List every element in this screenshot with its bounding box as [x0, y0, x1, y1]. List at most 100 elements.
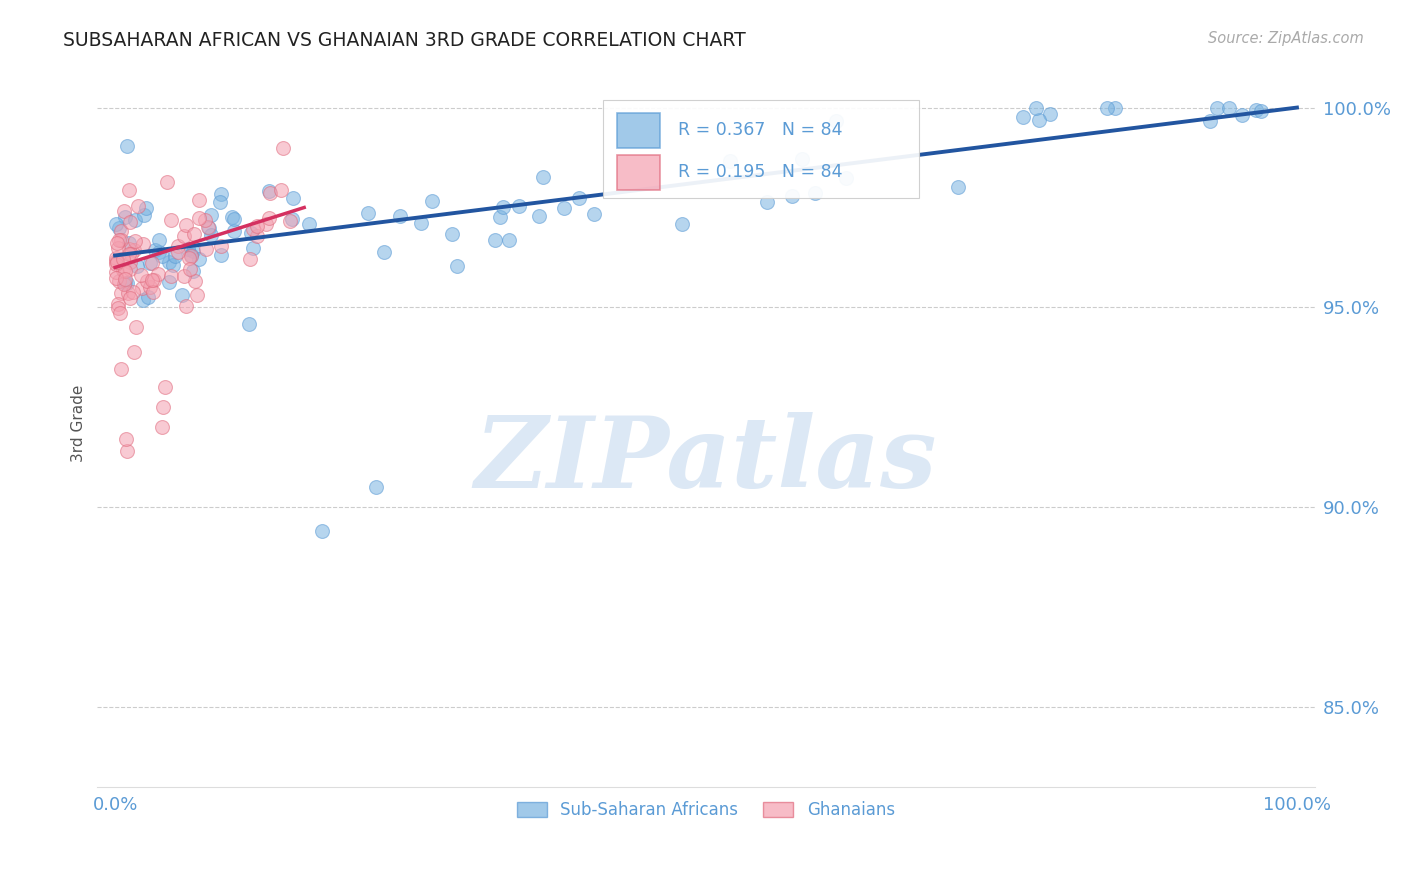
- Point: [157, 275, 180, 289]
- FancyBboxPatch shape: [617, 155, 659, 190]
- Point: [671, 217, 693, 231]
- Point: [118, 246, 141, 260]
- Point: [110, 224, 132, 238]
- Point: [173, 229, 195, 244]
- Point: [186, 288, 208, 302]
- Point: [127, 199, 149, 213]
- Point: [568, 191, 591, 205]
- Point: [187, 211, 209, 226]
- Point: [120, 255, 142, 269]
- Point: [246, 229, 269, 244]
- Point: [105, 257, 128, 271]
- Point: [105, 265, 128, 279]
- Point: [792, 152, 814, 166]
- Point: [131, 268, 153, 283]
- Point: [222, 224, 245, 238]
- Point: [120, 247, 142, 261]
- Point: [115, 139, 138, 153]
- Point: [1028, 113, 1050, 128]
- Point: [177, 242, 200, 256]
- Point: [139, 256, 162, 270]
- Point: [105, 251, 128, 265]
- Point: [138, 290, 160, 304]
- Point: [527, 209, 550, 223]
- Point: [180, 248, 202, 262]
- Point: [162, 258, 184, 272]
- Point: [278, 214, 301, 228]
- Point: [824, 113, 846, 128]
- Point: [200, 208, 222, 222]
- Point: [135, 201, 157, 215]
- Text: R = 0.195   N = 84: R = 0.195 N = 84: [678, 163, 842, 181]
- Point: [131, 236, 153, 251]
- FancyBboxPatch shape: [617, 112, 659, 148]
- Point: [107, 301, 129, 316]
- Text: Source: ZipAtlas.com: Source: ZipAtlas.com: [1208, 31, 1364, 46]
- Point: [117, 285, 139, 300]
- Point: [373, 244, 395, 259]
- Point: [114, 276, 136, 290]
- Point: [107, 241, 129, 255]
- FancyBboxPatch shape: [603, 100, 920, 198]
- Point: [112, 252, 135, 266]
- Point: [835, 170, 858, 185]
- Point: [209, 187, 232, 202]
- Point: [946, 179, 969, 194]
- Point: [105, 236, 128, 251]
- Point: [441, 227, 464, 242]
- Point: [170, 288, 193, 302]
- Y-axis label: 3rd Grade: 3rd Grade: [72, 384, 86, 462]
- Point: [150, 420, 173, 434]
- Point: [1246, 103, 1268, 118]
- Point: [195, 242, 218, 256]
- Point: [492, 200, 515, 214]
- Point: [1205, 101, 1227, 115]
- Point: [389, 210, 412, 224]
- Point: [122, 285, 145, 299]
- Point: [257, 185, 280, 199]
- Point: [124, 212, 146, 227]
- Point: [1199, 113, 1222, 128]
- Point: [122, 243, 145, 257]
- Point: [281, 211, 304, 226]
- Point: [112, 203, 135, 218]
- Point: [167, 239, 190, 253]
- Point: [155, 380, 177, 394]
- Point: [139, 280, 162, 294]
- Point: [110, 233, 132, 247]
- Point: [181, 264, 204, 278]
- Point: [105, 217, 128, 231]
- Point: [110, 286, 132, 301]
- Point: [114, 210, 136, 224]
- Point: [183, 227, 205, 241]
- Point: [531, 170, 554, 185]
- Text: R = 0.367   N = 84: R = 0.367 N = 84: [678, 121, 842, 139]
- Point: [157, 255, 180, 269]
- Point: [364, 480, 387, 494]
- Point: [259, 186, 281, 200]
- Point: [142, 285, 165, 300]
- Point: [146, 267, 169, 281]
- Point: [1250, 103, 1272, 118]
- Point: [281, 191, 304, 205]
- Point: [135, 274, 157, 288]
- Point: [118, 183, 141, 197]
- Point: [124, 320, 146, 334]
- Point: [112, 277, 135, 292]
- Point: [142, 273, 165, 287]
- Point: [420, 194, 443, 208]
- Point: [780, 189, 803, 203]
- Point: [141, 273, 163, 287]
- Point: [181, 244, 204, 259]
- Point: [224, 212, 246, 227]
- Point: [1012, 111, 1035, 125]
- Point: [156, 175, 179, 189]
- Point: [105, 271, 128, 285]
- Point: [356, 206, 378, 220]
- Point: [221, 210, 243, 224]
- Point: [180, 249, 202, 263]
- Point: [118, 291, 141, 305]
- Point: [270, 183, 292, 197]
- Point: [160, 212, 183, 227]
- Point: [409, 215, 432, 229]
